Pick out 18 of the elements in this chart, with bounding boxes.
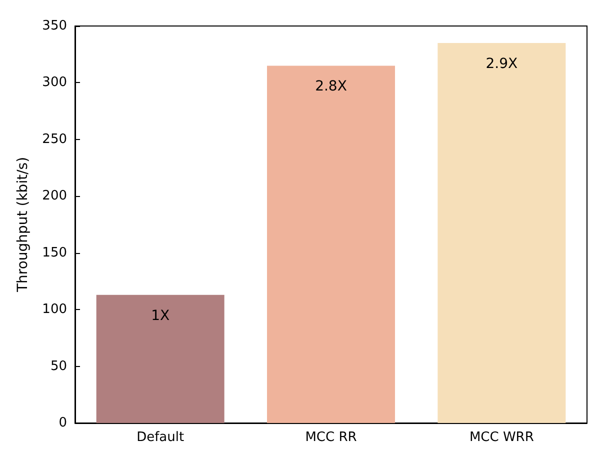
bar [267, 66, 395, 423]
bar [438, 43, 566, 423]
x-tick-label: MCC RR [305, 430, 357, 445]
annotation: 2.9X [486, 56, 518, 72]
y-tick-label: 0 [58, 416, 67, 430]
bar [96, 294, 224, 423]
y-tick-label: 150 [42, 245, 67, 260]
annotation: 2.8X [315, 78, 348, 95]
y-tick-label: 50 [50, 358, 67, 374]
x-tick-label: MCC WRR [469, 430, 534, 445]
y-tick-label: 100 [42, 302, 67, 318]
y-tick-label: 300 [42, 75, 67, 90]
y-tick-label: 350 [42, 18, 67, 34]
y-tick-label: 250 [42, 132, 67, 147]
annotation: 1X [151, 308, 170, 324]
y-tick-label: 200 [42, 188, 67, 204]
x-tick-label: Default [136, 430, 184, 445]
y-axis-title: Throughput (kbit/s) [15, 156, 31, 294]
